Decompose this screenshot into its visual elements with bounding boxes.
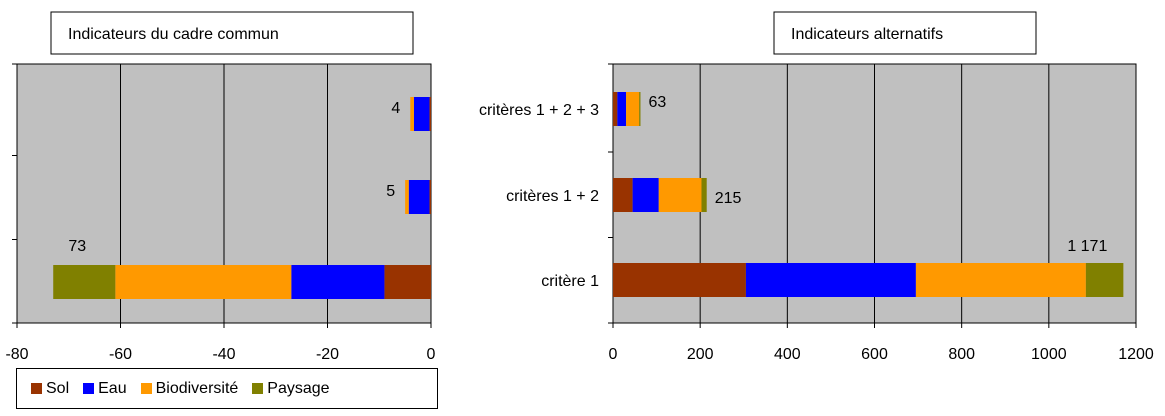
- x-tick-label: -60: [109, 346, 132, 363]
- total-label: 63: [648, 94, 666, 111]
- legend-label-paysage: Paysage: [267, 379, 330, 397]
- legend-item-eau: Eau: [83, 379, 127, 398]
- legend-label-sol: Sol: [46, 379, 70, 397]
- bar-segment-paysage: [701, 178, 707, 212]
- bar-segment-biodiversite: [658, 178, 702, 212]
- bar-segment-biodiversite: [915, 263, 1086, 297]
- chart-title-box: [773, 11, 1037, 55]
- bar-segment-eau: [745, 263, 916, 297]
- legend-item-sol: Sol: [31, 380, 69, 398]
- chart-title: Indicateurs du cadre commun: [68, 26, 279, 43]
- bar-segment-sol: [613, 263, 746, 297]
- bar-segment-paysage: [53, 265, 116, 299]
- legend-swatch-paysage: [252, 383, 264, 394]
- x-tick-label: 200: [687, 346, 714, 363]
- bar-segment-biodiversite: [626, 92, 640, 126]
- bar-segment-paysage: [1085, 263, 1124, 297]
- bar-segment-eau: [617, 92, 627, 126]
- x-tick-label: -20: [316, 346, 339, 363]
- category-label: critère 1: [541, 273, 599, 290]
- chart-legend: Sol Eau Biodiversité Paysage: [16, 368, 438, 409]
- bar-segment-eau: [408, 180, 430, 214]
- bar-segment-paysage: [639, 92, 641, 126]
- legend-item-paysage: Paysage: [252, 379, 330, 398]
- bar-segment-eau: [291, 265, 385, 299]
- bar-segment-biodiversite: [410, 97, 414, 131]
- total-label: 4: [391, 100, 400, 117]
- x-tick-label: 400: [774, 346, 801, 363]
- x-tick-label: 1200: [1118, 346, 1154, 363]
- total-label: 5: [386, 183, 395, 200]
- x-tick-label: 0: [609, 346, 618, 363]
- bar-segment-biodiversite: [405, 180, 409, 214]
- bar-segment-eau: [413, 97, 430, 131]
- x-tick-label: -80: [5, 346, 28, 363]
- x-tick-label: 600: [861, 346, 888, 363]
- legend-swatch-eau: [83, 383, 95, 394]
- x-tick-label: 800: [948, 346, 975, 363]
- category-label: critères 1 + 2: [506, 188, 599, 205]
- x-tick-label: 0: [427, 346, 436, 363]
- legend-swatch-sol: [31, 383, 42, 394]
- bar-segment-sol: [384, 265, 431, 299]
- chart-title: Indicateurs alternatifs: [791, 26, 943, 43]
- chart-title-box: [50, 11, 414, 55]
- total-label: 215: [715, 190, 742, 207]
- chart-1: Indicateurs du cadre commun -80 -60 -40 -20 0…: [5, 11, 436, 363]
- bar-segment-sol: [429, 180, 431, 214]
- legend-label-eau: Eau: [98, 379, 127, 397]
- bar-segment-sol: [613, 92, 618, 126]
- total-label: 73: [68, 238, 86, 255]
- chart-2: Indicateurs alternatifs 0 200 400 600 800 1000…: [479, 11, 1154, 363]
- legend-item-biodiversite: Biodiversité: [140, 379, 239, 398]
- category-label: critères 1 + 2 + 3: [479, 102, 599, 119]
- legend-label-biodiversite: Biodiversité: [155, 379, 239, 397]
- legend-swatch-biodiversite: [140, 383, 152, 394]
- total-label: 1 171: [1067, 238, 1107, 255]
- bar-segment-biodiversite: [115, 265, 292, 299]
- x-tick-label: -40: [212, 346, 235, 363]
- bar-segment-eau: [632, 178, 659, 212]
- bar-segment-sol: [429, 97, 431, 131]
- x-tick-label: 1000: [1031, 346, 1067, 363]
- bar-segment-sol: [613, 178, 633, 212]
